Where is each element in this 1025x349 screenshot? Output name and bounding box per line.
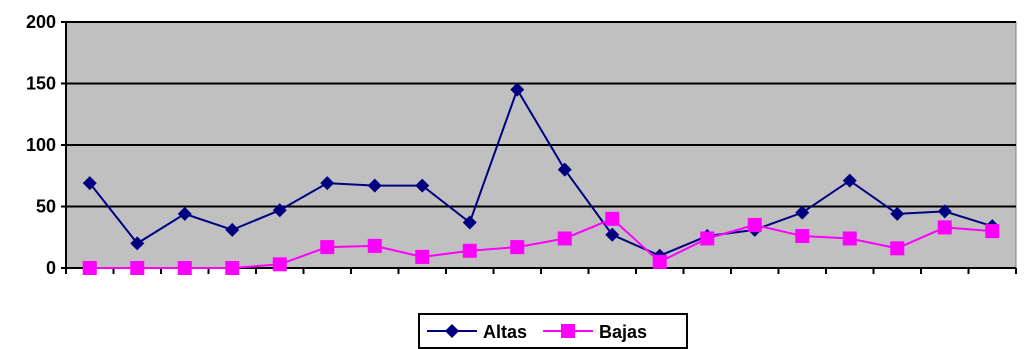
y-tick-label: 150 xyxy=(26,74,56,94)
y-tick-label: 100 xyxy=(26,135,56,155)
series-bajas xyxy=(82,211,1000,275)
data-point-bajas xyxy=(747,217,762,232)
data-point-altas xyxy=(795,205,810,220)
legend-label-altas: Altas xyxy=(483,322,527,342)
data-point-altas xyxy=(130,236,145,251)
y-tick-label: 0 xyxy=(46,258,56,278)
data-point-bajas xyxy=(510,240,525,255)
y-tick-label: 50 xyxy=(36,197,56,217)
data-point-altas xyxy=(177,206,192,221)
data-point-altas xyxy=(605,227,620,242)
data-point-altas xyxy=(937,204,952,219)
data-point-bajas xyxy=(842,231,857,246)
data-point-bajas xyxy=(890,241,905,256)
legend-marker-bajas xyxy=(561,324,575,338)
data-point-altas xyxy=(462,215,477,230)
legend-label-bajas: Bajas xyxy=(599,322,647,342)
data-point-bajas xyxy=(557,231,572,246)
data-point-bajas xyxy=(937,220,952,235)
data-point-altas xyxy=(890,206,905,221)
data-point-bajas xyxy=(272,257,287,272)
data-point-altas xyxy=(842,173,857,188)
legend: Altas Bajas xyxy=(418,313,688,349)
y-tick-label: 200 xyxy=(26,12,56,32)
data-point-bajas xyxy=(130,261,145,275)
data-point-altas xyxy=(320,176,335,191)
data-point-bajas xyxy=(82,261,97,275)
series-line-altas xyxy=(88,87,993,257)
data-point-bajas xyxy=(462,243,477,258)
legend-marker-altas xyxy=(445,324,459,338)
data-point-bajas xyxy=(985,224,1000,239)
data-point-altas xyxy=(272,203,287,218)
data-point-bajas xyxy=(795,229,810,244)
y-axis: 0 50 100 150 200 xyxy=(26,12,67,278)
data-point-altas xyxy=(415,178,430,193)
data-point-altas xyxy=(510,82,525,97)
data-point-altas xyxy=(82,176,97,191)
series-line-bajas xyxy=(89,217,993,269)
data-point-bajas xyxy=(700,231,715,246)
data-point-bajas xyxy=(177,261,192,275)
data-point-bajas xyxy=(652,254,667,269)
series-layer xyxy=(82,82,1000,275)
data-point-bajas xyxy=(320,240,335,255)
data-point-bajas xyxy=(415,249,430,264)
data-point-altas xyxy=(225,222,240,237)
data-point-altas xyxy=(367,178,382,193)
data-point-bajas xyxy=(225,261,240,275)
data-point-altas xyxy=(557,162,572,177)
data-point-bajas xyxy=(605,211,620,226)
data-point-bajas xyxy=(367,238,382,253)
